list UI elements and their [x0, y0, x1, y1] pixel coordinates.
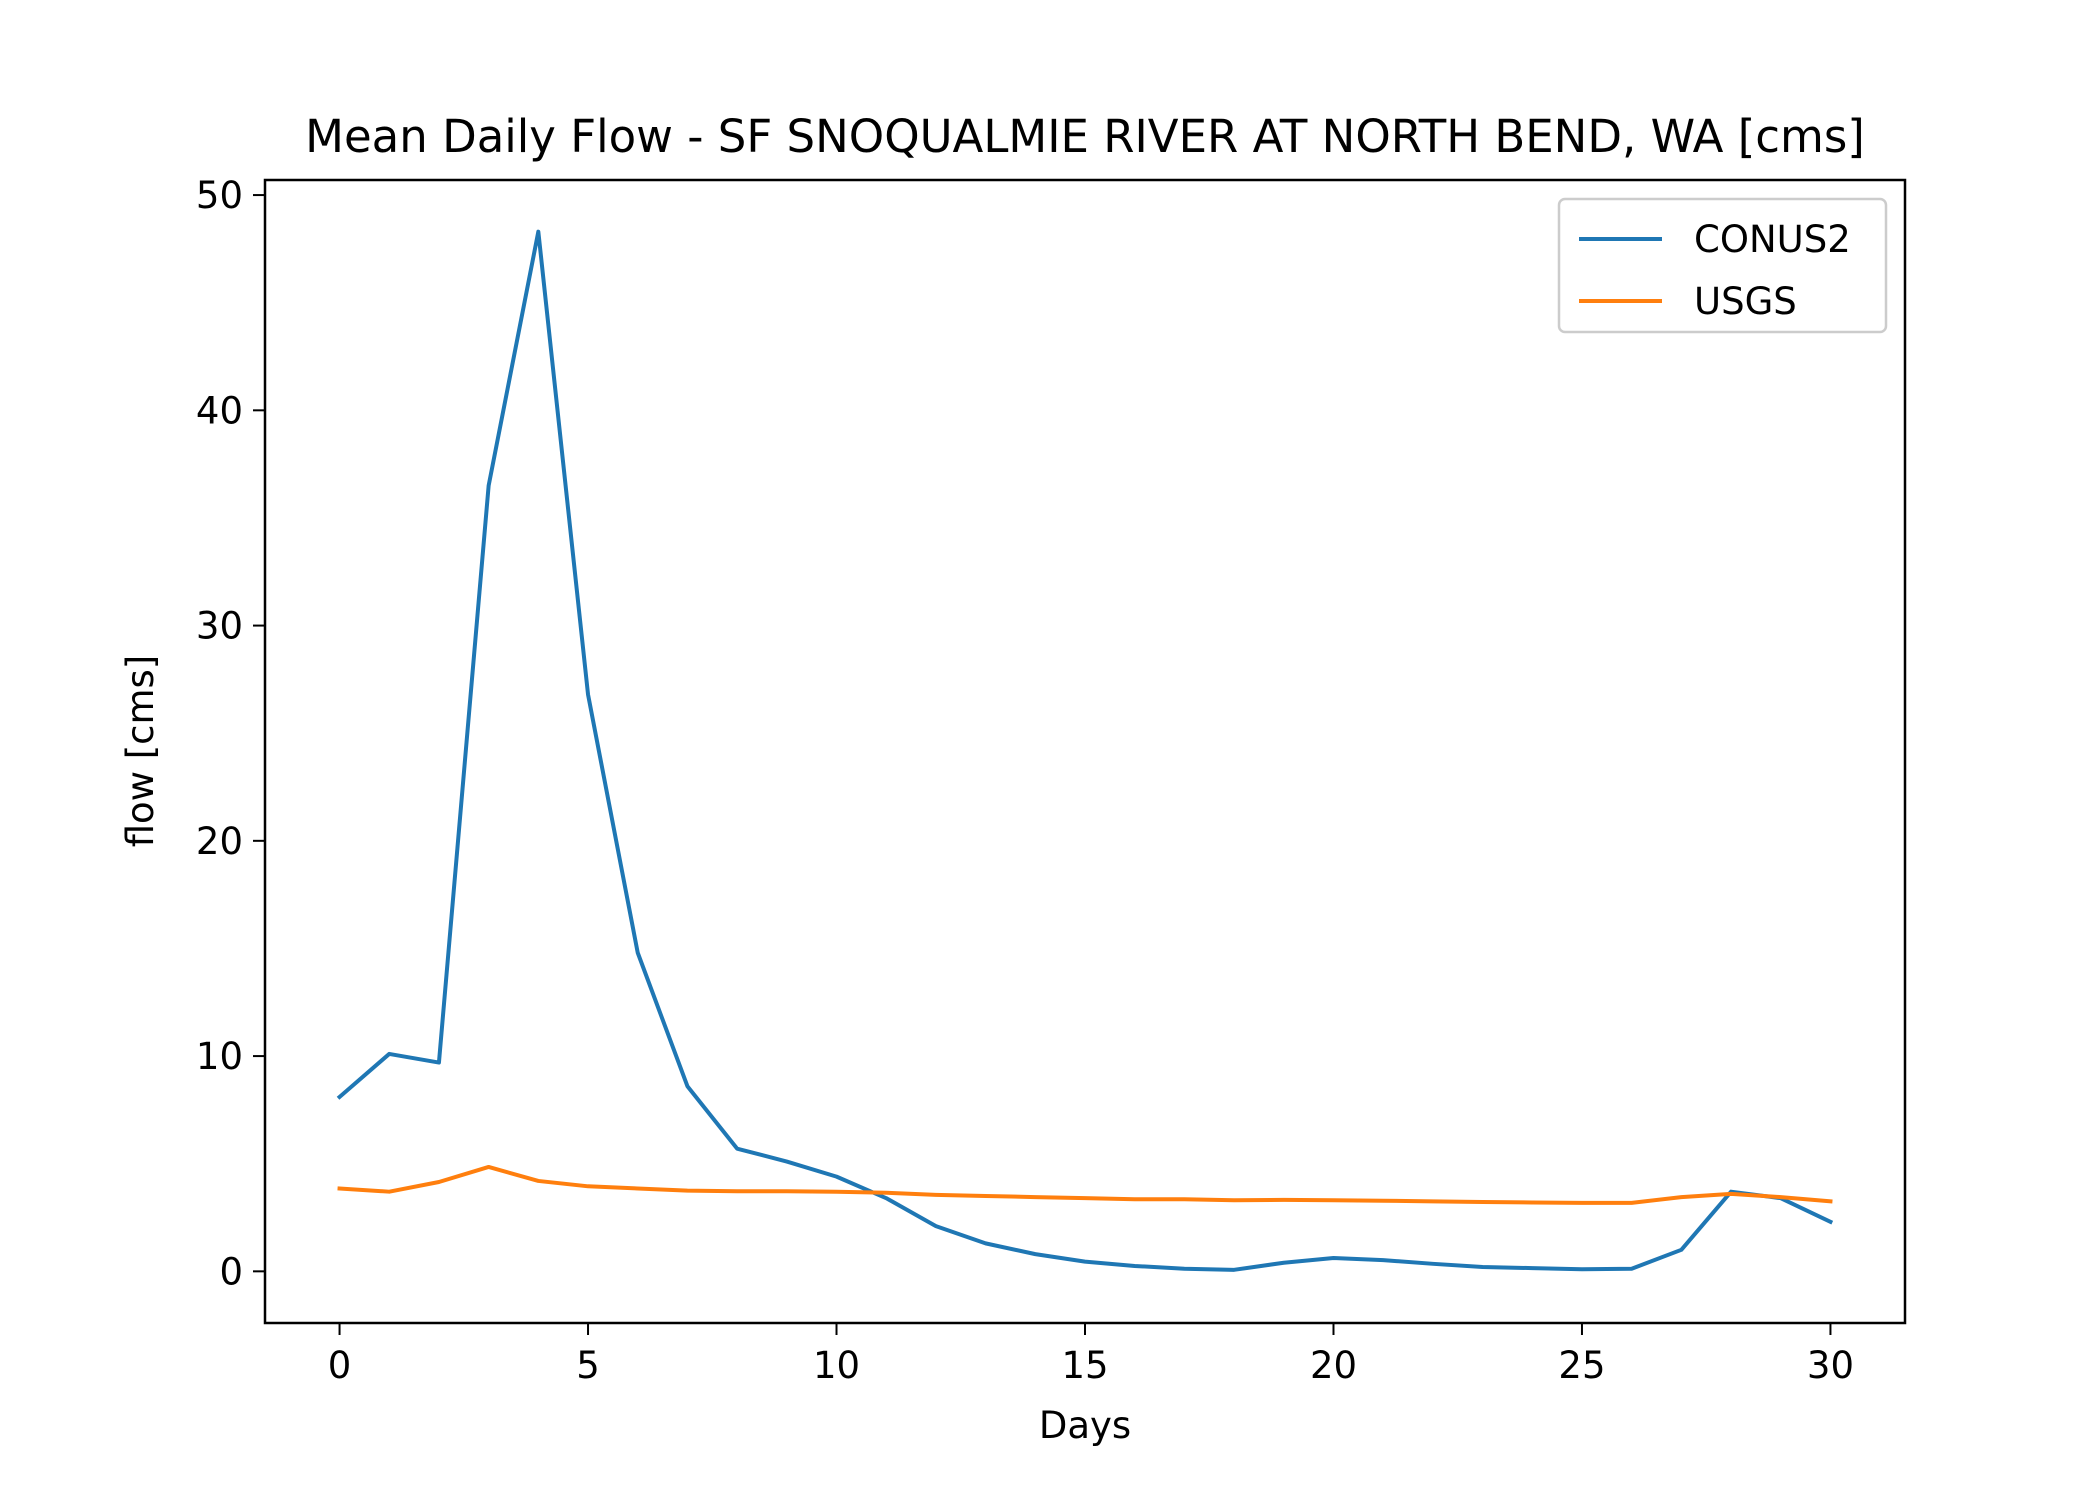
y-axis-label: flow [cms]: [119, 655, 162, 848]
legend-label-conus2: CONUS2: [1694, 218, 1851, 261]
x-tick-label: 20: [1310, 1344, 1357, 1387]
y-tick-label: 0: [219, 1250, 243, 1293]
plot-lines: [336, 229, 1834, 1272]
x-axis-label: Days: [1039, 1404, 1131, 1447]
x-tick-label: 5: [576, 1344, 600, 1387]
x-tick-label: 15: [1061, 1344, 1108, 1387]
y-axis: 0 10 20 30 40 50: [196, 174, 265, 1293]
y-tick-label: 30: [196, 605, 243, 648]
legend-label-usgs: USGS: [1694, 280, 1797, 323]
x-axis: 0 5 10 15 20 25 30: [328, 1323, 1854, 1387]
x-tick-label: 10: [813, 1344, 860, 1387]
legend-box: [1557, 197, 1888, 334]
y-tick-label: 40: [196, 389, 243, 432]
y-tick-label: 10: [196, 1035, 243, 1078]
legend: CONUS2 USGS: [1557, 197, 1888, 334]
series-line-conus2: [336, 229, 1834, 1272]
x-tick-label: 30: [1807, 1344, 1854, 1387]
series-line-usgs: [337, 1164, 1833, 1205]
x-tick-label: 0: [328, 1344, 352, 1387]
chart-title: Mean Daily Flow - SF SNOQUALMIE RIVER AT…: [305, 110, 1865, 163]
y-tick-label: 50: [196, 174, 243, 217]
x-tick-label: 25: [1558, 1344, 1605, 1387]
y-tick-label: 20: [196, 820, 243, 863]
